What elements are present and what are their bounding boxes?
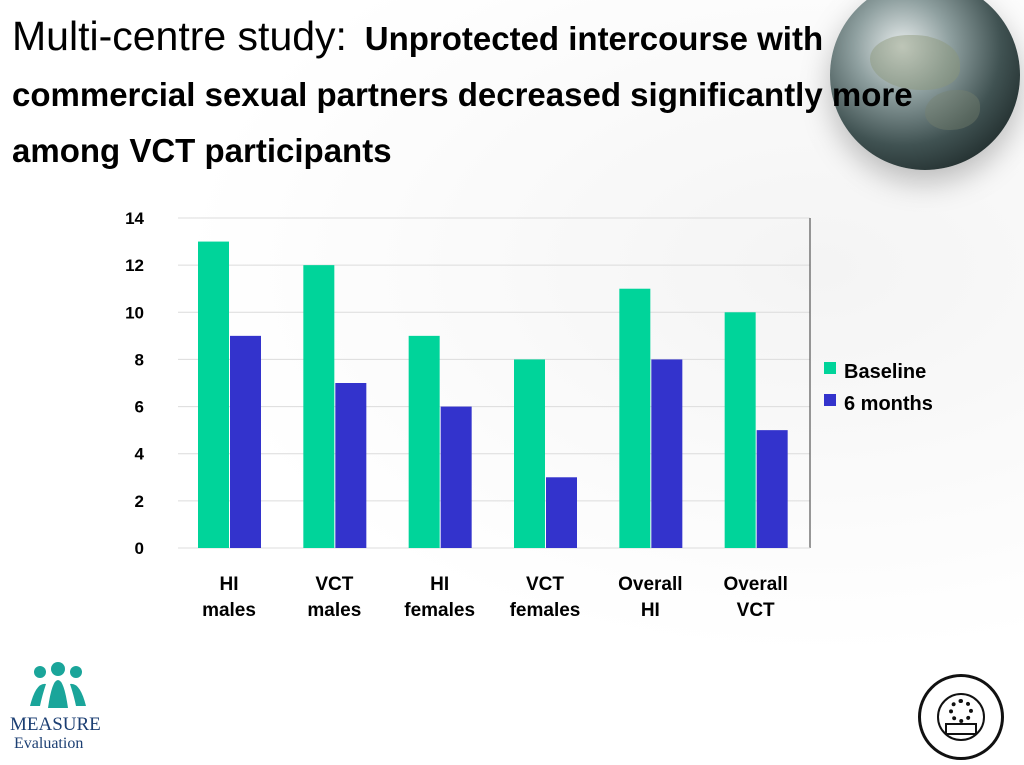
- legend-label: 6 months: [844, 393, 933, 415]
- x-category-label: Overall VCT: [723, 574, 787, 621]
- bar-six-months: [546, 477, 577, 548]
- y-tick-label: 0: [135, 539, 144, 558]
- y-tick-label: 8: [135, 350, 144, 369]
- measure-evaluation-logo: MEASURE Evaluation: [8, 662, 108, 754]
- bar-baseline: [303, 265, 335, 548]
- x-category-label: VCT females: [510, 574, 581, 621]
- bar-six-months: [651, 359, 683, 548]
- y-tick-label: 4: [135, 445, 145, 464]
- globe-image: [830, 0, 1020, 170]
- y-tick-label: 2: [135, 492, 144, 511]
- x-category-label: VCT males: [307, 574, 361, 621]
- legend-label: Baseline: [844, 361, 926, 383]
- x-category-label: Overall HI: [618, 574, 682, 621]
- legend-swatch: [824, 394, 836, 406]
- legend-swatch: [824, 362, 836, 374]
- university-seal: [918, 674, 1004, 760]
- bar-six-months: [230, 335, 261, 548]
- bar-six-months: [756, 430, 788, 548]
- bar-six-months: [335, 383, 367, 548]
- x-category-label: HI males: [202, 574, 256, 621]
- y-tick-label: 14: [125, 209, 144, 228]
- bar-six-months: [440, 406, 472, 548]
- title-rest: Unprotected intercourse with commercial …: [12, 20, 913, 169]
- y-tick-label: 6: [135, 398, 144, 417]
- slide-title: Multi-centre study: Unprotected intercou…: [12, 8, 942, 179]
- y-tick-label: 10: [125, 303, 144, 322]
- y-tick-label: 12: [125, 256, 144, 275]
- bar-baseline: [619, 288, 651, 548]
- bar-baseline: [514, 359, 545, 548]
- x-category-label: HI females: [404, 574, 475, 621]
- people-icon: [30, 662, 86, 708]
- logo-text-measure: MEASURE: [10, 714, 101, 735]
- bar-baseline: [408, 335, 440, 548]
- title-lead: Multi-centre study:: [12, 13, 347, 59]
- bar-baseline: [198, 241, 229, 549]
- bar-baseline: [724, 312, 756, 548]
- logo-text-evaluation: Evaluation: [14, 735, 84, 752]
